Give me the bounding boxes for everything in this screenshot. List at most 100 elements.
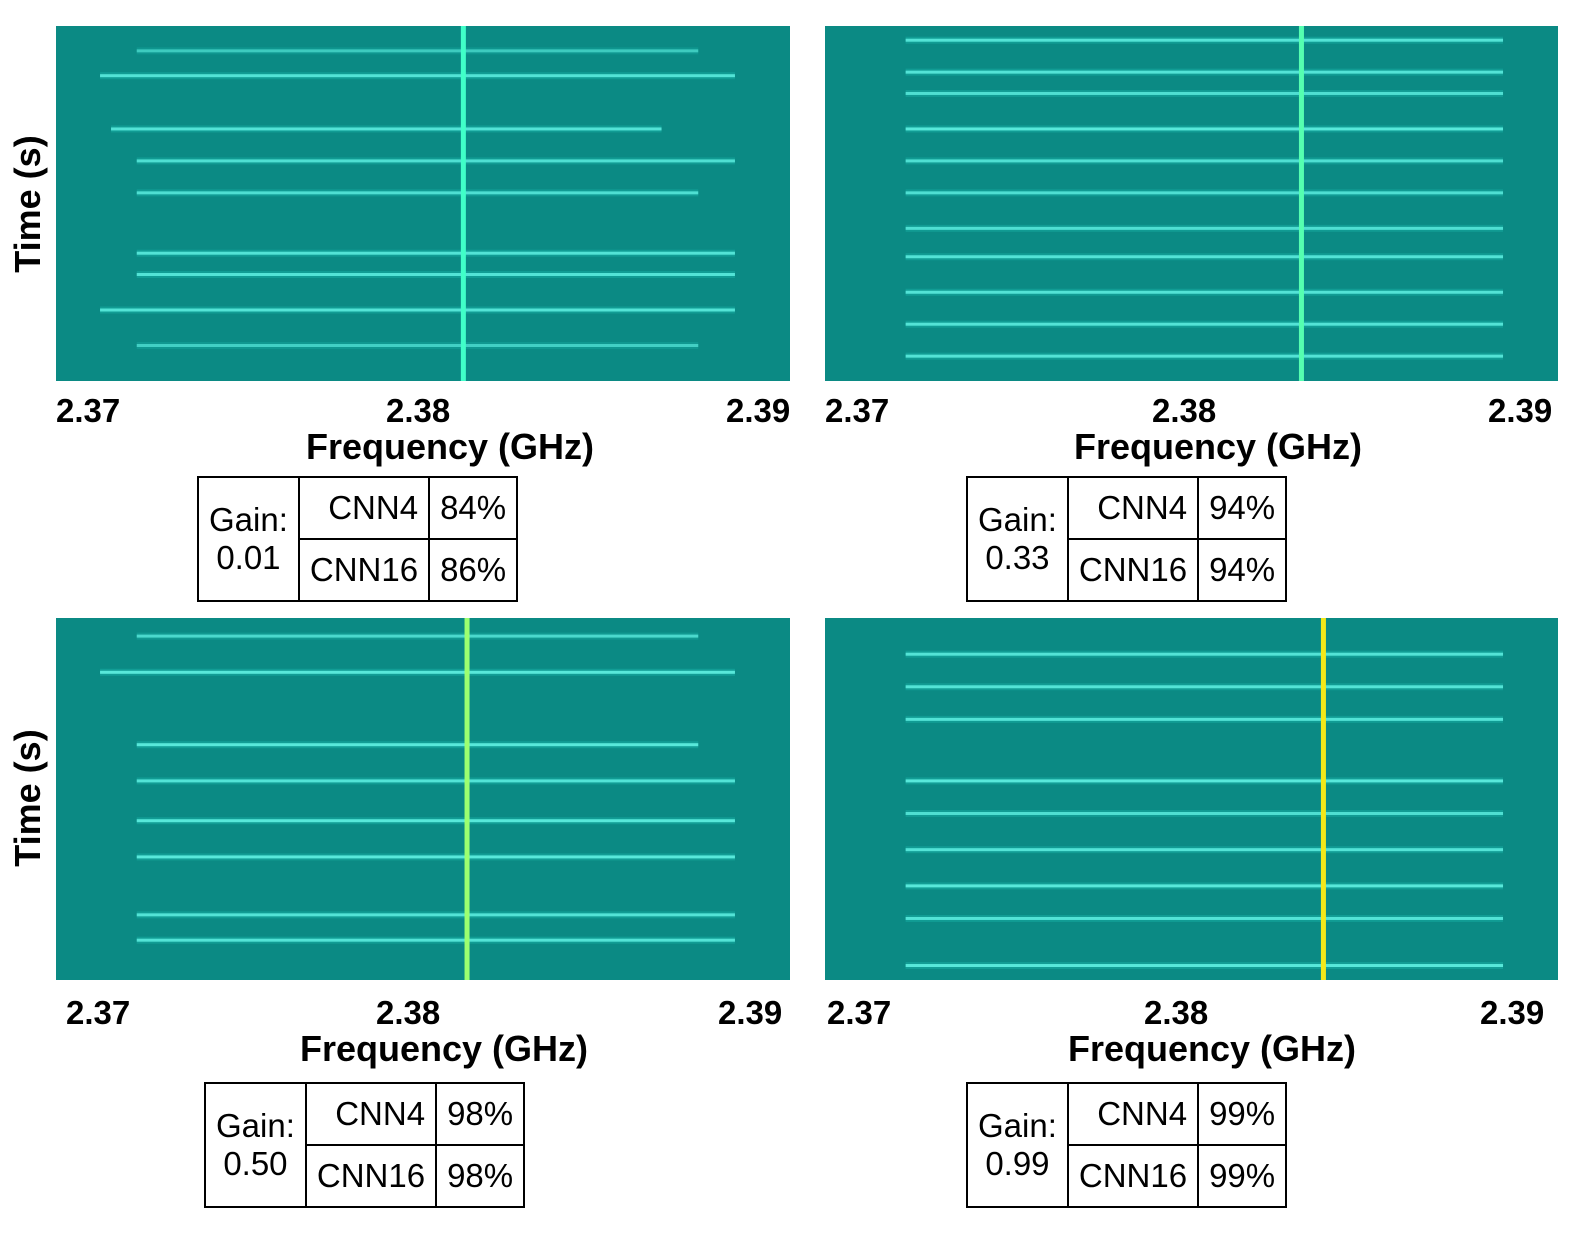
burst-line (100, 308, 735, 312)
model-cell: CNN16 (1066, 1144, 1200, 1208)
burst-line (136, 49, 699, 53)
burst-line (905, 354, 1504, 358)
x-tick-label: 2.39 (1488, 392, 1553, 429)
x-tick-label: 2.38 (1152, 392, 1217, 429)
model-cell: CNN4 (1066, 476, 1200, 540)
accuracy-cell: 98% (435, 1082, 526, 1146)
burst-line (905, 191, 1504, 195)
burst-line (905, 127, 1504, 131)
spectrogram-background (825, 26, 1558, 381)
accuracy-cell: 94% (1197, 476, 1288, 540)
accuracy-cell: 98% (435, 1144, 526, 1208)
spectrogram-svg (825, 26, 1558, 381)
burst-line (136, 819, 735, 823)
burst-line (100, 74, 735, 78)
table-row: Gain: 0.99 CNN4 99% (966, 1082, 1288, 1208)
gain-cell: Gain: 0.50 (204, 1082, 307, 1208)
carrier-line (460, 26, 466, 381)
accuracy-cell: 86% (428, 538, 519, 602)
burst-line (905, 159, 1504, 163)
burst-line (136, 913, 735, 917)
accuracy-table: Gain: 0.50 CNN4 98% CNN16 98% (204, 1082, 526, 1208)
x-tick-label: 2.37 (825, 392, 890, 429)
accuracy-table: Gain: 0.99 CNN4 99% CNN16 99% (966, 1082, 1288, 1208)
burst-line (100, 670, 735, 674)
carrier-line (464, 618, 470, 980)
spectrogram-background (56, 26, 790, 381)
x-axis-label: Frequency (GHz) (1073, 426, 1363, 467)
burst-line (905, 255, 1504, 259)
burst-line (905, 964, 1504, 968)
burst-line (905, 884, 1504, 888)
x-tick-label: 2.37 (56, 392, 121, 429)
burst-line (136, 251, 735, 255)
table-row: Gain: 0.50 CNN4 98% (204, 1082, 526, 1208)
burst-line (136, 855, 735, 859)
x-tick-label: 2.39 (726, 392, 791, 429)
spectrogram-background (56, 618, 790, 980)
burst-line (136, 273, 735, 276)
x-tick-label: 2.39 (1480, 994, 1545, 1031)
x-tick-label: 2.38 (376, 994, 441, 1031)
x-tick-label: 2.39 (718, 994, 783, 1031)
burst-line (136, 938, 735, 942)
burst-line (136, 634, 699, 638)
accuracy-cell: 99% (1197, 1144, 1288, 1208)
burst-line (905, 779, 1504, 783)
model-cell: CNN4 (297, 476, 431, 540)
y-axis-label: Time (s) (7, 135, 48, 273)
burst-line (111, 127, 662, 131)
burst-line (905, 91, 1504, 95)
burst-line (136, 779, 735, 783)
spectrogram-plot (825, 26, 1558, 381)
x-axis-label: Frequency (GHz) (1067, 1028, 1357, 1069)
burst-line (136, 743, 699, 747)
accuracy-table: Gain: 0.33 CNN4 94% CNN16 94% (966, 476, 1288, 602)
gain-cell: Gain: 0.33 (966, 476, 1069, 602)
accuracy-table: Gain: 0.01 CNN4 84% CNN16 86% (197, 476, 519, 602)
burst-line (905, 717, 1504, 721)
accuracy-cell: 99% (1197, 1082, 1288, 1146)
burst-line (905, 70, 1504, 74)
table-row: CNN16 98% (205, 1144, 526, 1208)
table-row: CNN16 99% (967, 1144, 1288, 1208)
table-row: CNN16 86% (198, 538, 519, 602)
burst-line (905, 290, 1504, 294)
spectrogram-plot (56, 618, 790, 980)
model-cell: CNN4 (1066, 1082, 1200, 1146)
model-cell: CNN16 (297, 538, 431, 602)
burst-line (905, 811, 1504, 815)
spectrogram-svg (56, 26, 790, 381)
burst-line (905, 916, 1504, 920)
table-row: Gain: 0.33 CNN4 94% (966, 476, 1288, 602)
burst-line (136, 191, 699, 195)
table-row: Gain: 0.01 CNN4 84% (197, 476, 519, 602)
model-cell: CNN16 (304, 1144, 438, 1208)
spectrogram-plot (825, 618, 1558, 980)
spectrogram-svg (56, 618, 790, 980)
spectrogram-plot (56, 26, 790, 381)
burst-line (905, 226, 1504, 230)
x-axis-label: Frequency (GHz) (305, 426, 595, 467)
x-tick-label: 2.38 (1144, 994, 1209, 1031)
burst-line (136, 344, 699, 347)
x-axis-label: Frequency (GHz) (299, 1028, 589, 1069)
gain-cell: Gain: 0.01 (197, 476, 300, 602)
model-cell: CNN4 (304, 1082, 438, 1146)
gain-cell: Gain: 0.99 (966, 1082, 1069, 1208)
carrier-line (1320, 618, 1326, 980)
spectrogram-svg (825, 618, 1558, 980)
x-tick-label: 2.38 (386, 392, 451, 429)
x-tick-label: 2.37 (827, 994, 892, 1031)
burst-line (905, 38, 1504, 42)
y-axis-label: Time (s) (7, 729, 48, 867)
x-tick-label: 2.37 (66, 994, 131, 1031)
accuracy-cell: 94% (1197, 538, 1288, 602)
table-row: CNN16 94% (967, 538, 1288, 602)
accuracy-cell: 84% (428, 476, 519, 540)
burst-line (905, 848, 1504, 852)
burst-line (905, 685, 1504, 689)
carrier-line (1298, 26, 1304, 381)
model-cell: CNN16 (1066, 538, 1200, 602)
burst-line (136, 159, 735, 163)
